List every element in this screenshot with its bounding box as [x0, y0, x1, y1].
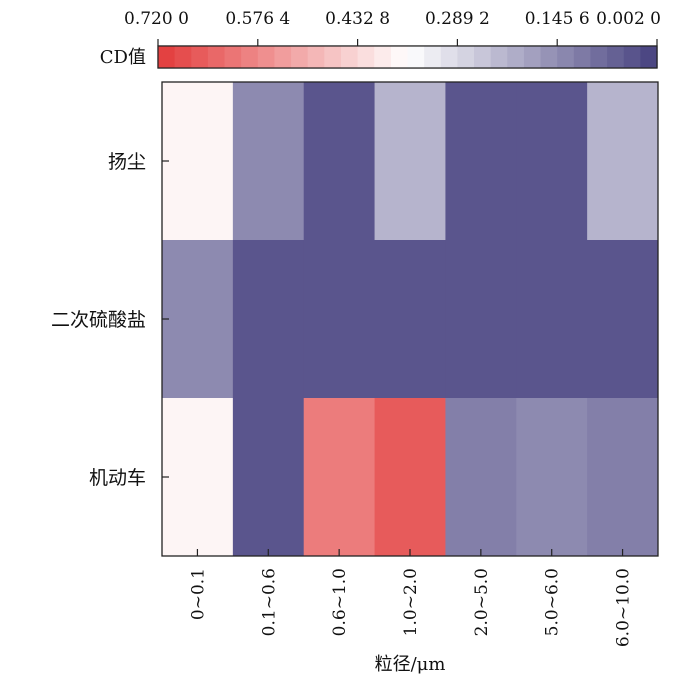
colorbar-segment — [274, 46, 292, 68]
heatmap-cell — [516, 398, 588, 557]
heatmap-cell — [445, 240, 517, 399]
colorbar-segment — [174, 46, 192, 68]
heatmap-cell — [162, 398, 234, 557]
colorbar-tick-label: 0.145 6 — [525, 9, 590, 29]
colorbar-tick-label: 0.289 2 — [425, 9, 490, 29]
heatmap-cell — [303, 82, 376, 241]
colorbar-segment — [557, 46, 575, 68]
x-tick-label: 1.0~2.0 — [401, 568, 421, 636]
colorbar-segment — [291, 46, 309, 68]
colorbar-segment — [490, 46, 508, 68]
y-tick-label: 扬尘 — [108, 151, 146, 173]
colorbar-tick-label: 0.002 0 — [596, 9, 661, 29]
heatmap-cell — [445, 82, 517, 241]
x-tick-label: 5.0~6.0 — [543, 568, 563, 636]
colorbar-segment — [523, 46, 542, 68]
heatmap-cell — [232, 82, 305, 241]
colorbar-segment — [390, 46, 409, 68]
heatmap-cell — [587, 398, 659, 557]
heatmap-cell — [516, 82, 588, 241]
x-tick-label: 0.6~1.0 — [330, 568, 350, 636]
colorbar-segments — [157, 45, 658, 69]
heatmap-cell — [374, 398, 446, 557]
heatmap-cell — [303, 240, 376, 399]
heatmap-cell — [587, 82, 659, 241]
colorbar-segment — [407, 46, 425, 68]
x-axis: 0~0.1 0.1~0.6 0.6~1.0 1.0~2.0 2.0~5.0 5.0~6.0… — [188, 549, 634, 647]
heatmap-cell — [162, 240, 234, 399]
heatmap-cell — [232, 240, 305, 399]
colorbar-segment — [424, 46, 442, 68]
heatmap-cell — [445, 398, 517, 557]
colorbar-segment — [457, 46, 475, 68]
colorbar-label: CD值 — [100, 47, 146, 68]
colorbar-segment — [257, 46, 276, 68]
colorbar-segment — [507, 46, 525, 68]
colorbar-segment — [307, 46, 325, 68]
x-tick-label: 2.0~5.0 — [472, 568, 492, 636]
heatmap-cell — [162, 82, 234, 241]
x-axis-label: 粒径/μm — [375, 654, 446, 675]
colorbar-segment — [224, 46, 242, 68]
x-tick-label: 0~0.1 — [188, 568, 208, 620]
colorbar-segment — [324, 46, 342, 68]
colorbar-segment — [607, 46, 625, 68]
colorbar-segment — [207, 46, 226, 68]
colorbar-segment — [374, 46, 392, 68]
colorbar-segment — [158, 46, 176, 68]
colorbar-segment — [474, 46, 492, 68]
heatmap-cell — [516, 240, 588, 399]
colorbar-tick-label: 0.432 8 — [325, 9, 390, 29]
heatmap-cell — [587, 240, 659, 399]
colorbar-segment — [623, 46, 641, 68]
heatmap-cell — [303, 398, 376, 557]
colorbar-segment — [590, 46, 608, 68]
colorbar-segment — [241, 46, 259, 68]
colorbar-ticks: 0.720 0 0.576 4 0.432 8 0.289 2 0.145 6 0.002… — [124, 9, 661, 46]
colorbar-segment — [640, 46, 658, 68]
x-tick-label: 6.0~10.0 — [614, 568, 634, 647]
heatmap-cell — [232, 398, 305, 557]
y-tick-label: 二次硫酸盐 — [51, 309, 146, 331]
colorbar-segment — [573, 46, 592, 68]
x-tick-label: 0.1~0.6 — [259, 568, 279, 636]
colorbar-tick-label: 0.576 4 — [225, 9, 290, 29]
colorbar-segment — [340, 46, 359, 68]
heatmap-cell — [374, 240, 446, 399]
colorbar-tick-label: 0.720 0 — [124, 9, 189, 29]
colorbar-segment — [440, 46, 458, 68]
colorbar: 0.720 0 0.576 4 0.432 8 0.289 2 0.145 6 0.002… — [100, 9, 661, 69]
colorbar-segment — [357, 46, 375, 68]
y-tick-label: 机动车 — [89, 467, 146, 489]
colorbar-segment — [191, 46, 209, 68]
colorbar-segment — [540, 46, 558, 68]
heatmap-cells — [162, 82, 659, 557]
colorbar-outline — [157, 45, 658, 69]
heatmap-cell — [374, 82, 446, 241]
